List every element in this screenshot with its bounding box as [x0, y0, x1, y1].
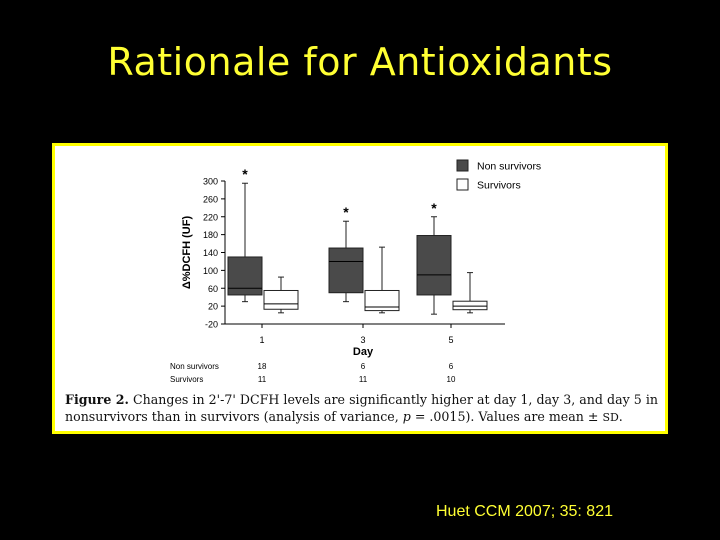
counts-cell: 6 — [449, 362, 454, 371]
significance-marker: * — [431, 200, 437, 216]
chart-boxes: * * * — [227, 166, 488, 315]
box-iqr — [364, 289, 400, 312]
y-tick-label: 180 — [203, 230, 218, 240]
chart-legend: Non survivors Survivors — [456, 159, 541, 192]
y-axis-label: Δ%DCFH (UF) — [181, 216, 193, 290]
citation: Huet CCM 2007; 35: 821 — [436, 503, 613, 520]
box-iqr — [227, 256, 263, 296]
caption-prefix: Figure 2. — [65, 392, 129, 407]
slide-title: Rationale for Antioxidants — [107, 40, 613, 84]
legend-swatch — [456, 178, 469, 191]
box-iqr — [263, 289, 299, 310]
significance-marker: * — [242, 166, 248, 182]
x-tick-label: 5 — [448, 335, 453, 345]
counts-cell: 10 — [447, 375, 456, 384]
figure-frame: -20 20 60 100 140 180 220 260 300 Δ%DCFH (UF) 1 3 5 D… — [52, 143, 668, 434]
box-iqr — [452, 300, 488, 311]
caption-part1: Changes in 2'-7' DCFH levels are signifi… — [65, 392, 658, 424]
figure-caption: Figure 2. Changes in 2'-7' DCFH levels a… — [65, 391, 658, 426]
x-axis-label: Day — [353, 346, 374, 358]
caption-sd: SD — [602, 411, 619, 424]
box-plot-chart: -20 20 60 100 140 180 220 260 300 Δ%DCFH (UF) 1 3 5 D… — [170, 159, 541, 384]
counts-table: Non survivors 18 6 6 Survivors 11 11 10 — [170, 362, 456, 384]
y-tick-label: -20 — [205, 320, 218, 330]
y-tick-label: 260 — [203, 194, 218, 204]
counts-cell: 11 — [258, 375, 267, 384]
y-tick-label: 300 — [203, 177, 218, 187]
counts-cell: 11 — [359, 375, 368, 384]
box-iqr — [328, 247, 364, 294]
caption-part2: = .0015). Values are mean ± — [410, 409, 603, 424]
y-tick-label: 140 — [203, 248, 218, 258]
y-tick-label: 20 — [208, 302, 218, 312]
y-tick-label: 220 — [203, 212, 218, 222]
box-iqr — [416, 235, 452, 296]
counts-cell: 6 — [361, 362, 366, 371]
legend-swatch — [456, 159, 469, 172]
legend-label: Non survivors — [477, 161, 541, 173]
x-tick-label: 1 — [259, 335, 264, 345]
counts-cell: 18 — [258, 362, 267, 371]
counts-row-label: Non survivors — [170, 362, 219, 371]
y-tick-label: 60 — [208, 284, 218, 294]
significance-marker: * — [343, 204, 349, 220]
caption-p: p — [402, 409, 411, 424]
chart-axes: -20 20 60 100 140 180 220 260 300 Δ%DCFH (UF) 1 3 5 D… — [181, 177, 505, 358]
caption-end: . — [618, 409, 623, 424]
legend-label: Survivors — [477, 180, 521, 192]
y-tick-label: 100 — [203, 266, 218, 276]
counts-row-label: Survivors — [170, 375, 203, 384]
x-tick-label: 3 — [360, 335, 365, 345]
